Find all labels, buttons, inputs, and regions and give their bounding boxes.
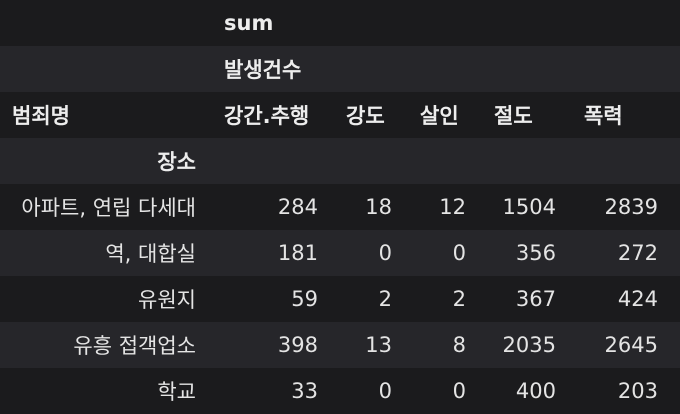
- table-cell: 0: [452, 379, 466, 403]
- table-cell: 2839: [604, 195, 658, 219]
- table-row: 역, 대합실 181 0 0 356 272: [0, 230, 680, 276]
- header-row-level2: 범죄명 강간.추행 강도 살인 절도 폭력: [0, 92, 680, 138]
- table-cell: 0: [378, 379, 392, 403]
- table-cell: 1504: [502, 195, 556, 219]
- row-index-name: 장소: [157, 150, 196, 174]
- table-cell: 33: [291, 379, 318, 403]
- columns-index-name: 범죄명: [12, 104, 70, 128]
- table-cell: 59: [291, 287, 318, 311]
- row-label: 유원지: [138, 288, 196, 312]
- index-name-row: 장소: [0, 138, 680, 184]
- blank-header-cell: [0, 46, 218, 92]
- table-cell: 8: [452, 333, 466, 357]
- table-row: 유흥 접객업소 398 13 8 2035 2645: [0, 322, 680, 368]
- table-cell: 2: [378, 287, 392, 311]
- table-cell: 400: [515, 379, 556, 403]
- row-label: 아파트, 연립 다세대: [21, 196, 196, 220]
- table-cell: 2645: [604, 333, 658, 357]
- table-cell: 0: [452, 241, 466, 265]
- table-cell: 13: [365, 333, 392, 357]
- table-cell: 356: [515, 241, 556, 265]
- table-cell: 398: [277, 333, 318, 357]
- table-cell: 284: [277, 195, 318, 219]
- table-cell: 272: [617, 241, 658, 265]
- table-cell: 367: [515, 287, 556, 311]
- table-row: 아파트, 연립 다세대 284 18 12 1504 2839: [0, 184, 680, 230]
- table-cell: 18: [365, 195, 392, 219]
- table-row: 유원지 59 2 2 367 424: [0, 276, 680, 322]
- table-row: 학교 33 0 0 400 203: [0, 368, 680, 414]
- table-cell: 203: [617, 379, 658, 403]
- column-header-count: 발생건수: [224, 58, 302, 82]
- column-header: 폭력: [584, 104, 623, 128]
- blank-header-cell: [0, 0, 218, 46]
- row-label: 역, 대합실: [105, 242, 196, 266]
- table-cell: 424: [617, 287, 658, 311]
- table-cell: 2: [452, 287, 466, 311]
- row-label: 학교: [157, 380, 196, 404]
- table-cell: 12: [439, 195, 466, 219]
- column-header: 살인: [420, 104, 459, 128]
- row-label: 유흥 접객업소: [73, 334, 196, 358]
- column-header-sum: sum: [224, 11, 274, 35]
- column-header: 절도: [494, 104, 533, 128]
- table-cell: 0: [378, 241, 392, 265]
- header-row-level1: 발생건수: [0, 46, 680, 92]
- table-cell: 181: [277, 241, 318, 265]
- table-cell: 2035: [502, 333, 556, 357]
- header-row-level0: sum: [0, 0, 680, 46]
- column-header: 강간.추행: [224, 104, 310, 128]
- column-header: 강도: [346, 104, 385, 128]
